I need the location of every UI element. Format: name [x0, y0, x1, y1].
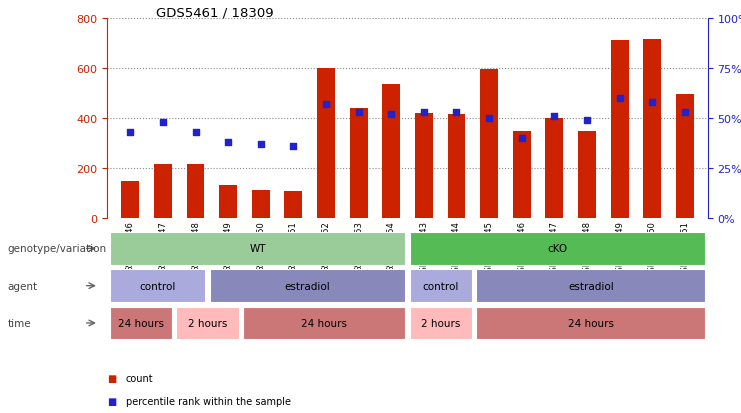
- Bar: [285, 191, 302, 219]
- Point: [516, 135, 528, 142]
- Point: [288, 143, 299, 150]
- Bar: [187, 165, 205, 219]
- Point: [581, 117, 593, 124]
- Bar: [643, 40, 661, 219]
- Point: [124, 129, 136, 136]
- Point: [190, 129, 202, 136]
- Text: cKO: cKO: [548, 244, 568, 254]
- Text: 24 hours: 24 hours: [118, 318, 164, 328]
- Point: [320, 102, 332, 108]
- Text: genotype/variation: genotype/variation: [7, 244, 107, 254]
- Bar: [676, 95, 694, 219]
- Point: [157, 119, 169, 126]
- Point: [483, 115, 495, 122]
- Text: 2 hours: 2 hours: [187, 318, 227, 328]
- Point: [614, 95, 625, 102]
- Text: percentile rank within the sample: percentile rank within the sample: [126, 396, 291, 406]
- Bar: [545, 119, 563, 219]
- Point: [646, 100, 658, 106]
- Bar: [252, 190, 270, 219]
- Bar: [611, 41, 628, 219]
- Bar: [448, 115, 465, 219]
- Text: estradiol: estradiol: [568, 281, 614, 291]
- Text: 2 hours: 2 hours: [421, 318, 461, 328]
- Bar: [578, 131, 596, 219]
- Point: [385, 112, 397, 118]
- Text: ■: ■: [107, 396, 116, 406]
- Point: [548, 114, 560, 120]
- Text: 24 hours: 24 hours: [568, 318, 614, 328]
- Text: control: control: [139, 281, 176, 291]
- Text: count: count: [126, 373, 153, 383]
- Text: WT: WT: [249, 244, 266, 254]
- Bar: [154, 165, 172, 219]
- Text: time: time: [7, 318, 31, 328]
- Bar: [219, 185, 237, 219]
- Point: [353, 109, 365, 116]
- Bar: [317, 69, 335, 219]
- Point: [222, 140, 234, 146]
- Bar: [122, 181, 139, 219]
- Text: GDS5461 / 18309: GDS5461 / 18309: [156, 6, 273, 19]
- Text: agent: agent: [7, 281, 38, 291]
- Bar: [480, 70, 498, 219]
- Text: control: control: [422, 281, 459, 291]
- Bar: [382, 85, 400, 219]
- Point: [418, 109, 430, 116]
- Text: 24 hours: 24 hours: [301, 318, 348, 328]
- Bar: [350, 109, 368, 219]
- Text: ■: ■: [107, 373, 116, 383]
- Bar: [415, 114, 433, 219]
- Text: estradiol: estradiol: [285, 281, 330, 291]
- Bar: [513, 131, 531, 219]
- Point: [255, 142, 267, 148]
- Point: [451, 109, 462, 116]
- Point: [679, 109, 691, 116]
